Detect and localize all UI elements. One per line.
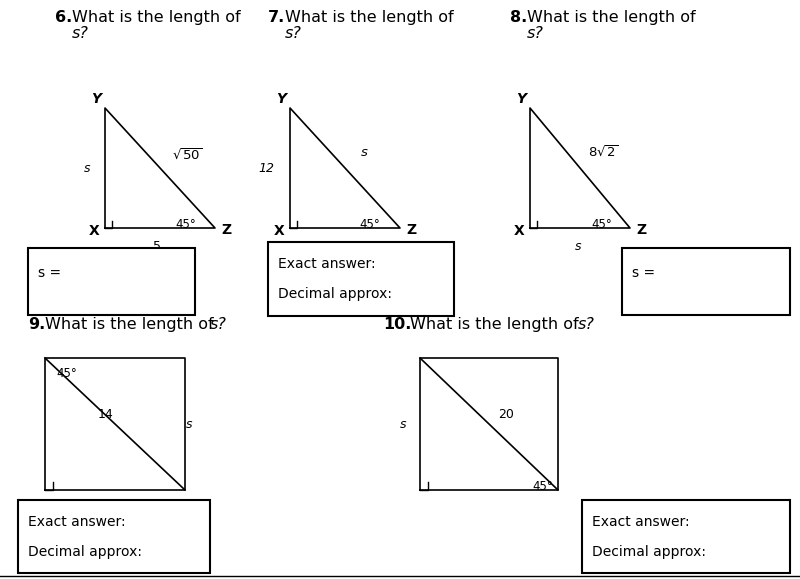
Text: 45°: 45° bbox=[175, 218, 196, 231]
Text: What is the length of: What is the length of bbox=[285, 10, 454, 25]
Text: Decimal approx:: Decimal approx: bbox=[278, 287, 392, 301]
Text: Y: Y bbox=[91, 92, 101, 106]
Text: 10.: 10. bbox=[383, 317, 411, 332]
Text: Exact answer:: Exact answer: bbox=[28, 515, 126, 529]
Text: Z: Z bbox=[406, 223, 416, 237]
Text: s?: s? bbox=[72, 26, 89, 41]
Text: 9.: 9. bbox=[28, 317, 46, 332]
Text: X: X bbox=[274, 224, 284, 238]
Text: Z: Z bbox=[636, 223, 646, 237]
Text: 45°: 45° bbox=[532, 480, 553, 493]
Text: s?: s? bbox=[285, 26, 302, 41]
Text: Decimal approx:: Decimal approx: bbox=[592, 545, 706, 559]
Text: s =: s = bbox=[38, 266, 61, 280]
Text: s =: s = bbox=[632, 266, 655, 280]
Text: s: s bbox=[83, 162, 90, 174]
Text: What is the length of: What is the length of bbox=[45, 317, 218, 332]
Text: s?: s? bbox=[210, 317, 227, 332]
Text: $\sqrt{50}$: $\sqrt{50}$ bbox=[172, 148, 202, 163]
Text: 5: 5 bbox=[153, 240, 161, 253]
Text: $s$: $s$ bbox=[360, 145, 369, 159]
Text: Y: Y bbox=[276, 92, 286, 106]
Text: s: s bbox=[186, 417, 192, 431]
Text: Y: Y bbox=[516, 92, 526, 106]
Text: s: s bbox=[399, 417, 406, 431]
Text: 12: 12 bbox=[334, 240, 350, 253]
Bar bbox=[18, 500, 210, 573]
Text: s?: s? bbox=[527, 26, 544, 41]
Text: X: X bbox=[514, 224, 524, 238]
Text: Decimal approx:: Decimal approx: bbox=[28, 545, 142, 559]
Text: s?: s? bbox=[578, 317, 595, 332]
Text: 45°: 45° bbox=[56, 367, 77, 380]
Bar bbox=[28, 248, 195, 315]
Text: What is the length of: What is the length of bbox=[72, 10, 241, 25]
Text: Exact answer:: Exact answer: bbox=[278, 257, 376, 271]
Text: 14: 14 bbox=[98, 409, 114, 422]
Text: 12: 12 bbox=[258, 162, 274, 174]
Text: s: s bbox=[574, 240, 582, 253]
Text: 6.: 6. bbox=[55, 10, 72, 25]
Text: What is the length of: What is the length of bbox=[410, 317, 584, 332]
Text: 20: 20 bbox=[498, 409, 514, 422]
Bar bbox=[268, 242, 454, 316]
Text: X: X bbox=[88, 224, 99, 238]
Bar bbox=[582, 500, 790, 573]
Text: $8\sqrt{2}$: $8\sqrt{2}$ bbox=[588, 144, 618, 160]
Text: Z: Z bbox=[221, 223, 231, 237]
Text: 8.: 8. bbox=[510, 10, 527, 25]
Text: 45°: 45° bbox=[359, 218, 380, 231]
Bar bbox=[622, 248, 790, 315]
Text: 7.: 7. bbox=[268, 10, 286, 25]
Text: 45°: 45° bbox=[591, 218, 612, 231]
Text: Exact answer:: Exact answer: bbox=[592, 515, 690, 529]
Text: What is the length of: What is the length of bbox=[527, 10, 696, 25]
